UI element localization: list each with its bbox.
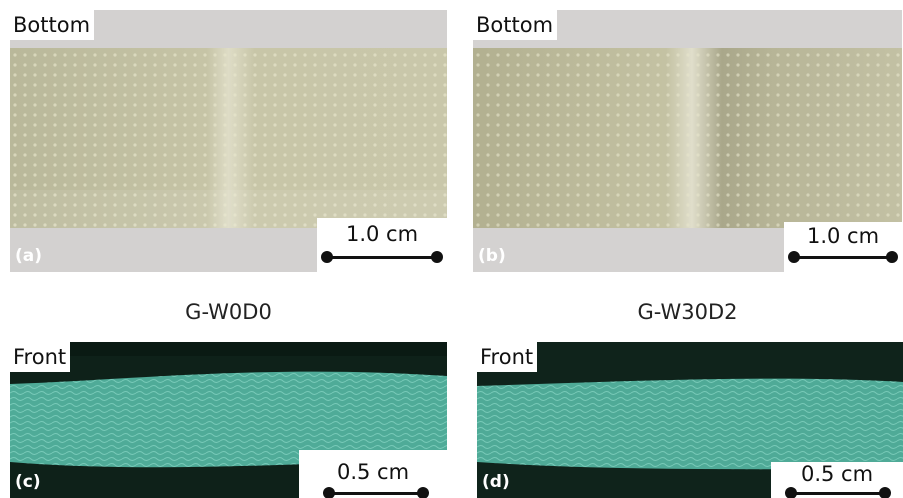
scale-bar-box: 0.5 cm — [771, 462, 903, 498]
front-photo-c — [10, 342, 447, 498]
scale-label: 1.0 cm — [806, 224, 880, 248]
bottom-photo-b — [473, 10, 902, 272]
panel-letter: (c) — [15, 472, 41, 492]
scale-bar-box: 1.0 cm — [784, 222, 902, 272]
scale-end-dot — [879, 487, 891, 498]
scale-end-dot — [323, 487, 335, 498]
scale-end-dot — [321, 251, 333, 263]
scale-bar-box: 0.5 cm — [299, 450, 447, 498]
view-label: Bottom — [473, 10, 558, 40]
front-photo-d — [477, 342, 903, 498]
view-label: Bottom — [10, 10, 95, 40]
bottom-photo-a — [10, 10, 447, 272]
specimen-caption-left: G-W0D0 — [185, 300, 272, 324]
scale-label: 0.5 cm — [800, 462, 874, 486]
panel-letter: (b) — [478, 246, 506, 266]
view-label: Front — [477, 342, 538, 372]
photo-panel-d: Front (d) 0.5 cm — [477, 342, 903, 498]
scale-end-dot — [431, 251, 443, 263]
scale-line — [791, 492, 885, 495]
scale-end-dot — [785, 487, 797, 498]
photo-panel-b: Bottom (b) 1.0 cm — [473, 10, 902, 272]
scale-end-dot — [417, 487, 429, 498]
specimen-caption-right: G-W30D2 — [637, 300, 738, 324]
panel-letter: (d) — [482, 472, 510, 492]
scale-line — [792, 256, 894, 259]
scale-line — [325, 256, 439, 259]
scale-label: 1.0 cm — [345, 222, 419, 246]
photo-panel-a: Bottom (a) 1.0 cm — [10, 10, 447, 272]
view-label: Front — [10, 342, 71, 372]
scale-label: 0.5 cm — [336, 460, 410, 484]
photo-panel-c: Front (c) 0.5 cm — [10, 342, 447, 498]
scale-line — [329, 492, 423, 495]
scale-end-dot — [886, 251, 898, 263]
scale-bar-box: 1.0 cm — [317, 218, 447, 272]
panel-letter: (a) — [15, 246, 43, 266]
scale-end-dot — [788, 251, 800, 263]
